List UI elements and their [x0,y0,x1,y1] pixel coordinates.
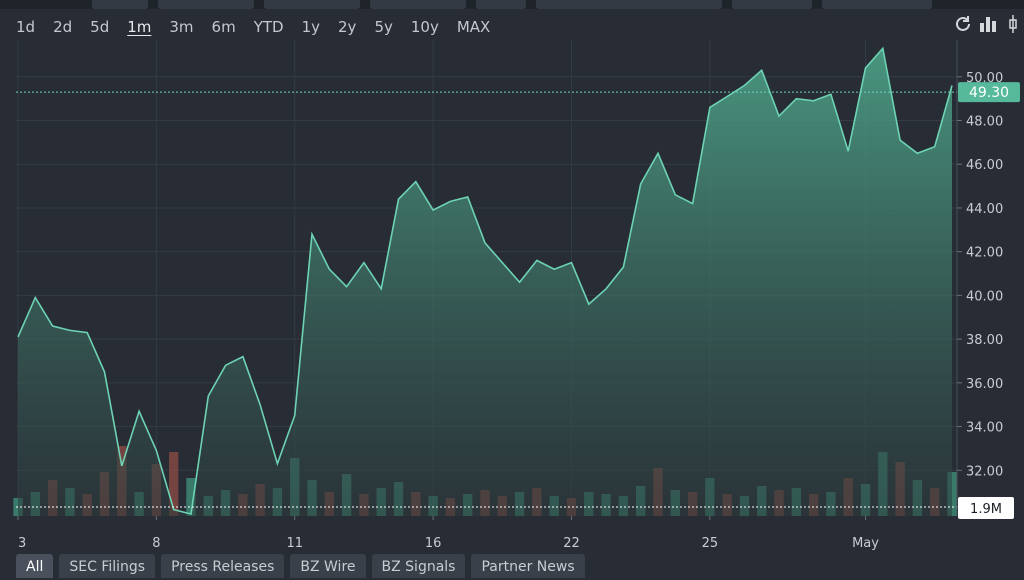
news-tabs: All SEC Filings Press Releases BZ Wire BZ Si… [16,554,591,578]
y-tick-label: 32.00 [966,464,1003,479]
price-line [17,46,953,515]
range-selector: 1d 2d 5d 1m 3m 6m YTD 1y 2y 5y 10y MAX [16,16,508,38]
range-5y[interactable]: 5y [374,18,393,36]
x-tick-label: 25 [702,536,719,551]
chart-tools [949,12,1024,36]
range-5d[interactable]: 5d [90,18,110,36]
x-tick-label: 22 [563,536,580,551]
volume-bar [186,478,196,516]
range-2d[interactable]: 2d [53,18,73,36]
x-tick-label: May [852,536,879,551]
range-max[interactable]: MAX [456,18,491,36]
y-tick-label: 42.00 [966,246,1003,261]
bar-chart-icon[interactable] [977,13,999,35]
x-axis: 3 8 11 16 22 25 May [17,516,879,551]
y-tick-label: 50.00 [966,71,1003,86]
range-2y[interactable]: 2y [338,18,357,36]
range-1m[interactable]: 1m [127,18,152,36]
x-tick-label: 11 [286,536,303,551]
tab-sec-filings[interactable]: SEC Filings [59,554,156,578]
tab-press-releases[interactable]: Press Releases [161,554,285,578]
range-1y[interactable]: 1y [301,18,321,36]
y-tick-label: 44.00 [966,202,1003,217]
top-strip [0,0,1024,9]
y-tick-label: 34.00 [966,421,1003,436]
range-6m[interactable]: 6m [211,18,236,36]
range-3m[interactable]: 3m [169,18,194,36]
x-tick-label: 3 [18,536,26,551]
volume-bar [168,452,179,516]
candlestick-icon[interactable] [1002,13,1024,35]
refresh-icon[interactable] [952,13,974,35]
range-ytd[interactable]: YTD [253,18,284,36]
y-tick-label: 40.00 [966,289,1003,304]
x-tick-label: 16 [425,536,442,551]
y-tick-label: 38.00 [966,333,1003,348]
y-tick-label: 48.00 [966,115,1003,130]
price-chart: 32.00 34.00 36.00 38.00 40.00 42.00 44.00 46.00… [13,40,1020,551]
range-10y[interactable]: 10y [410,18,439,36]
x-tick-label: 8 [152,536,160,551]
y-axis: 32.00 34.00 36.00 38.00 40.00 42.00 44.00 46.00… [957,71,1003,479]
current-price-badge: 49.30 [958,82,1020,103]
tab-bz-signals[interactable]: BZ Signals [371,554,466,578]
volume-badge: 1.9M [958,497,1014,519]
range-1d[interactable]: 1d [16,18,36,36]
volume-label: 1.9M [970,502,1002,517]
y-tick-label: 36.00 [966,377,1003,392]
tab-partner-news[interactable]: Partner News [471,554,585,578]
tab-all[interactable]: All [16,554,54,578]
current-price-label: 49.30 [969,85,1009,101]
y-tick-label: 46.00 [966,158,1003,173]
price-area [18,48,952,517]
tab-bz-wire[interactable]: BZ Wire [290,554,366,578]
